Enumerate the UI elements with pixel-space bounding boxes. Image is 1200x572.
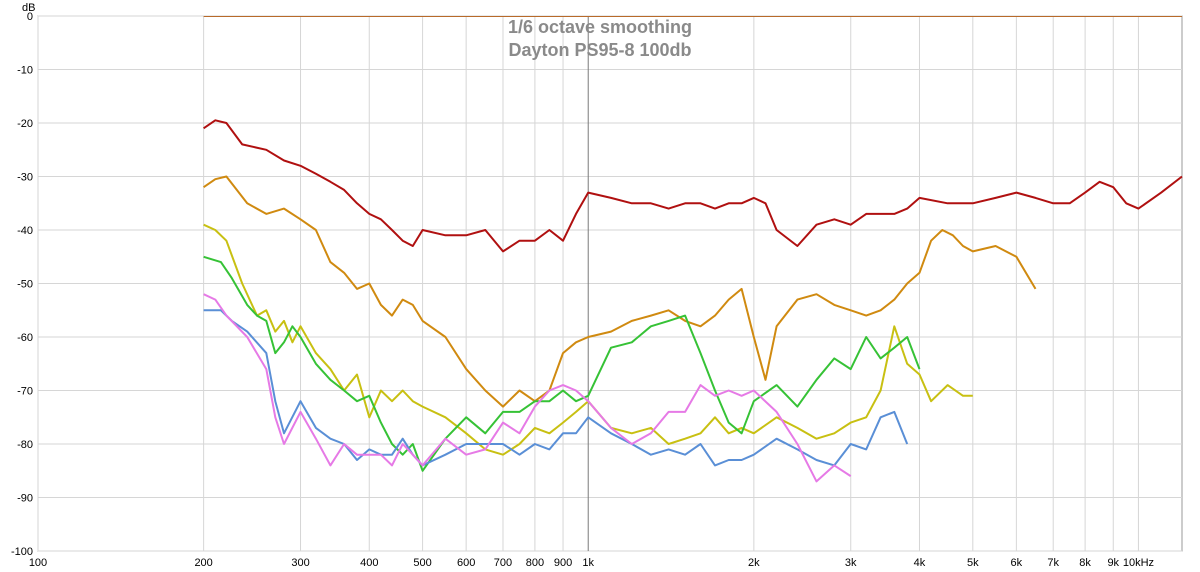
x-tick-label: 700 — [494, 557, 512, 569]
series-group — [203, 119, 1183, 483]
series-line-6 — [203, 293, 852, 483]
y-tick-label: -40 — [17, 225, 33, 237]
x-tick-label: 6k — [1011, 557, 1023, 569]
x-tick-label: 4k — [914, 557, 926, 569]
x-tick-label: 200 — [194, 557, 212, 569]
series-line-4 — [203, 255, 921, 472]
x-tick-label: 5k — [967, 557, 979, 569]
series-line-3 — [203, 223, 973, 456]
series-line-1 — [203, 119, 1183, 253]
x-tick-label: 300 — [291, 557, 309, 569]
x-tick-label: 1k — [582, 557, 594, 569]
x-tick-label: 600 — [457, 557, 475, 569]
x-tick-label: 2k — [748, 557, 760, 569]
y-tick-label: -30 — [17, 172, 33, 184]
x-tick-label: 8k — [1079, 557, 1091, 569]
y-axis-label: dB — [22, 2, 35, 14]
y-tick-label: -80 — [17, 439, 33, 451]
x-tick-label: 900 — [554, 557, 572, 569]
x-tick-label: 800 — [526, 557, 544, 569]
y-tick-label: -100 — [11, 546, 33, 558]
x-tick-label: 3k — [845, 557, 857, 569]
chart-title-line-1: 1/6 octave smoothing — [508, 17, 692, 37]
y-tick-label: 0 — [27, 11, 33, 23]
x-tick-label: 7k — [1047, 557, 1059, 569]
series-line-5 — [203, 309, 909, 467]
y-tick-label: -10 — [17, 65, 33, 77]
y-tick-label: -90 — [17, 493, 33, 505]
x-tick-label: 400 — [360, 557, 378, 569]
x-tick-label: 100 — [29, 557, 47, 569]
y-tick-label: -60 — [17, 332, 33, 344]
y-tick-label: -50 — [17, 279, 33, 291]
x-tick-label: 500 — [413, 557, 431, 569]
y-tick-label: -20 — [17, 118, 33, 130]
grid — [37, 15, 1182, 552]
x-tick-label: 10kHz — [1123, 557, 1154, 569]
y-tick-label: -70 — [17, 386, 33, 398]
x-tick-label: 9k — [1107, 557, 1119, 569]
series-line-2 — [203, 175, 1037, 408]
chart-title-line-2: Dayton PS95-8 100db — [508, 40, 691, 60]
